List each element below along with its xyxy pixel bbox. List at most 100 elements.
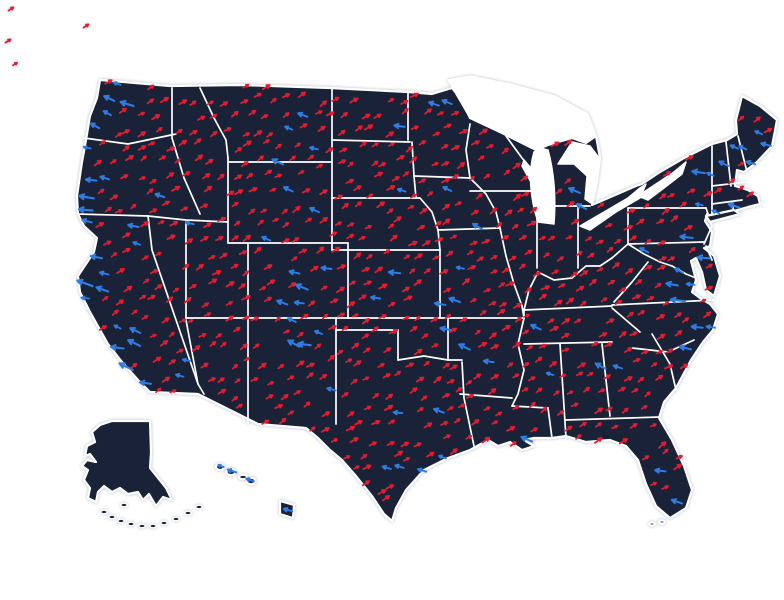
shift-left-arrow: [392, 409, 404, 416]
shift-right-arrow: [155, 126, 163, 133]
shift-right-arrow: [670, 215, 679, 223]
shift-right-arrow: [650, 362, 658, 368]
shift-right-arrow: [414, 253, 423, 260]
shift-right-arrow: [618, 438, 628, 445]
shift-left-arrow: [127, 338, 142, 347]
shift-right-arrow: [319, 189, 328, 196]
shift-right-arrow: [154, 284, 163, 291]
shift-right-arrow: [413, 442, 422, 448]
shift-right-arrow: [501, 147, 509, 155]
shift-left-arrow: [119, 99, 135, 108]
aleutian-islet: [160, 520, 168, 526]
shift-right-arrow: [7, 6, 15, 12]
shift-right-arrow: [391, 176, 400, 182]
florida-keys-1: [647, 521, 657, 527]
shift-right-arrow: [387, 98, 395, 103]
shift-right-arrow: [334, 221, 342, 226]
lake-erie: [579, 183, 647, 231]
shift-right-arrow: [269, 187, 277, 192]
shift-right-arrow: [176, 348, 184, 354]
shift-right-arrow: [339, 147, 348, 153]
shift-right-arrow: [538, 343, 547, 349]
shift-right-arrow: [419, 207, 428, 215]
shift-right-arrow: [280, 393, 289, 401]
shift-right-arrow: [636, 218, 645, 226]
shift-right-arrow: [336, 349, 344, 356]
shift-left-arrow: [396, 187, 407, 193]
shift-right-arrow: [226, 190, 235, 197]
shift-right-arrow: [626, 208, 636, 214]
shift-right-arrow: [121, 129, 130, 135]
shift-left-arrow: [309, 206, 320, 214]
shift-right-arrow: [149, 208, 158, 214]
shift-right-arrow: [130, 362, 138, 369]
shift-right-arrow: [403, 254, 411, 260]
shift-right-arrow: [558, 283, 566, 289]
shift-right-arrow: [416, 407, 424, 413]
shift-right-arrow: [385, 131, 394, 138]
shift-left-arrow: [690, 323, 704, 331]
shift-right-arrow: [172, 287, 180, 293]
shift-right-arrow: [200, 235, 209, 242]
shift-right-arrow: [377, 362, 385, 368]
shift-left-arrow: [745, 159, 757, 166]
shift-right-arrow: [586, 371, 594, 377]
shift-right-arrow: [409, 268, 416, 275]
shift-right-arrow: [233, 326, 241, 333]
shift-right-arrow: [274, 403, 284, 410]
shift-right-arrow: [149, 269, 159, 275]
shift-right-arrow: [444, 313, 451, 320]
shift-right-arrow: [159, 96, 170, 104]
shift-right-arrow: [387, 301, 396, 308]
great-lakes-group: [447, 75, 687, 231]
shift-right-arrow: [512, 373, 520, 379]
shift-right-arrow: [605, 318, 615, 324]
shift-right-arrow: [234, 378, 241, 384]
shift-right-arrow: [442, 393, 450, 399]
shift-right-arrow: [165, 172, 175, 179]
shift-right-arrow: [297, 91, 307, 99]
shift-right-arrow: [282, 222, 290, 228]
shift-right-arrow: [386, 208, 394, 214]
shift-right-arrow: [607, 279, 616, 286]
shift-right-arrow: [538, 236, 546, 241]
shift-right-arrow: [553, 390, 560, 396]
shift-right-arrow: [467, 264, 477, 271]
shift-right-arrow: [376, 201, 386, 209]
shift-right-arrow: [644, 391, 651, 398]
state-border-line: [469, 177, 501, 229]
shift-right-arrow: [512, 162, 521, 170]
shift-left-arrow: [132, 240, 142, 246]
shift-right-arrow: [146, 188, 154, 195]
shift-right-arrow: [617, 386, 626, 392]
shift-right-arrow: [209, 341, 217, 347]
shift-right-arrow: [317, 125, 326, 133]
shift-right-arrow: [665, 348, 674, 354]
shift-right-arrow: [267, 381, 275, 386]
shift-right-arrow: [661, 485, 669, 490]
shift-left-arrow: [181, 357, 191, 363]
shift-right-arrow: [250, 316, 259, 322]
shift-right-arrow: [491, 420, 499, 425]
shift-left-arrow: [760, 141, 772, 148]
shift-right-arrow: [242, 270, 249, 277]
shift-right-arrow: [441, 161, 450, 167]
shift-right-arrow: [335, 286, 345, 294]
shift-right-arrow: [519, 263, 526, 270]
shift-left-arrow: [433, 407, 445, 414]
shift-right-arrow: [319, 100, 328, 107]
shift-right-arrow: [471, 418, 480, 426]
shift-left-arrow: [287, 339, 301, 348]
shift-right-arrow: [331, 246, 341, 253]
shift-left-arrow: [78, 193, 95, 201]
state-border-line: [499, 227, 525, 319]
shift-right-arrow: [234, 189, 244, 196]
shift-right-arrow: [371, 142, 379, 148]
shift-right-arrow: [560, 332, 570, 339]
shift-right-arrow: [354, 201, 362, 208]
shift-right-arrow: [217, 173, 225, 181]
shift-right-arrow: [180, 206, 189, 212]
shift-right-arrow: [191, 345, 201, 352]
shift-right-arrow: [583, 386, 590, 393]
shift-right-arrow: [277, 364, 285, 370]
